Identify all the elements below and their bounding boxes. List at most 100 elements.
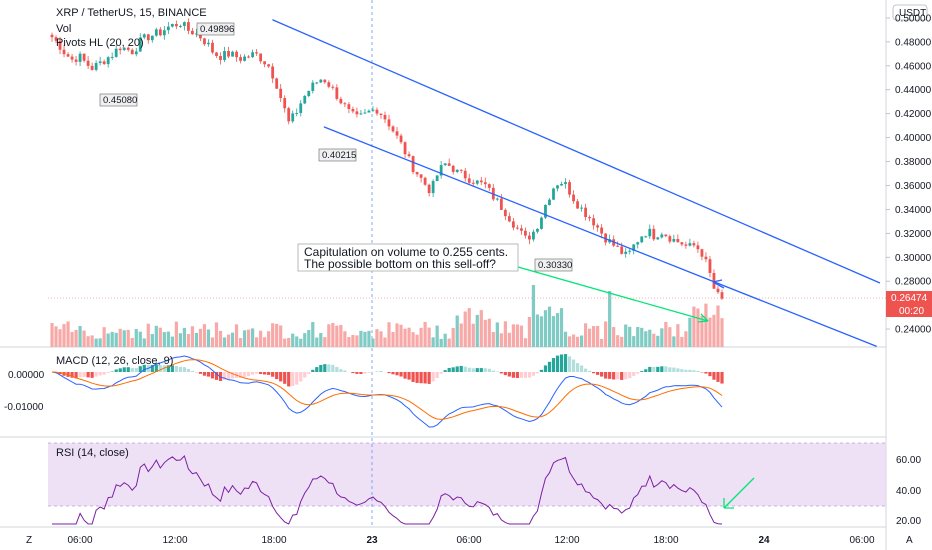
volume-bar [271, 323, 275, 347]
time-tick-label: 06:00 [849, 535, 874, 546]
corner-right-label[interactable]: A [906, 535, 913, 546]
candle-body [712, 272, 716, 289]
candle-body [660, 234, 664, 238]
macd-histogram-bar [70, 372, 74, 378]
macd-histogram-bar [222, 372, 227, 380]
volume-bar [395, 323, 399, 347]
price-tick-label: 0.40000 [895, 133, 932, 144]
volume-bar [182, 327, 187, 347]
macd-histogram-bar [640, 371, 644, 372]
volume-bar [571, 334, 576, 347]
macd-histogram-bar [559, 354, 564, 372]
pivot-label-low-3: 0.30330 [534, 258, 572, 272]
macd-histogram [54, 354, 724, 387]
candle-body [114, 48, 118, 57]
volume-bar [567, 336, 572, 347]
channel-upper-line[interactable] [272, 19, 881, 284]
volume-bar [660, 328, 664, 347]
candle-body [431, 181, 435, 194]
candle-body [295, 113, 299, 115]
volume-bar [487, 318, 491, 347]
annotation-box[interactable] [297, 243, 519, 272]
candle-body [411, 156, 415, 173]
candle-body [483, 182, 487, 185]
candle-body [576, 201, 579, 209]
candle-body [142, 34, 146, 38]
time-axis[interactable]: 06:00 12:00 18:00 23 06:00 12:00 18:00 24 06:00 [67, 535, 874, 546]
macd-histogram-bar [543, 365, 548, 372]
macd-histogram-bar [242, 372, 247, 378]
macd-histogram-bar [616, 372, 620, 380]
candle-body [211, 42, 214, 53]
channel-lower-line[interactable] [323, 126, 877, 348]
macd-histogram-bar [439, 372, 443, 374]
candle-body [134, 51, 138, 55]
macd-histogram-bar [335, 367, 339, 372]
macd-label[interactable]: MACD (12, 26, close, 9) [56, 355, 173, 367]
candle-body [231, 51, 234, 57]
macd-histogram-bar [567, 356, 572, 372]
volume-bar [383, 337, 387, 347]
candle-body [720, 292, 724, 299]
candle-body [560, 184, 563, 186]
candle-body [170, 23, 174, 27]
macd-histogram-bar [263, 372, 267, 375]
candle-body [652, 228, 656, 240]
macd-histogram-bar [343, 370, 347, 372]
candle-body [275, 78, 279, 89]
macd-histogram-bar [74, 372, 78, 379]
macd-histogram-bar [419, 372, 423, 384]
volume-bar [335, 325, 339, 347]
macd-histogram-bar [644, 369, 648, 372]
candle-body [632, 244, 636, 251]
macd-histogram-bar [327, 364, 331, 372]
candle-body [507, 216, 511, 222]
volume-bar [230, 332, 235, 347]
currency-badge[interactable] [892, 4, 928, 21]
macd-histogram-bar [391, 372, 395, 375]
macd-histogram-bar [555, 355, 560, 372]
candle-body [154, 29, 158, 36]
candle-body [664, 234, 668, 237]
price-axis[interactable]: 0.50000 0.48000 0.46000 0.44000 0.42000 0.400… [886, 13, 932, 336]
volume-bar [443, 333, 447, 347]
symbol-title[interactable]: XRP / TetherUS, 15, BINANCE [56, 7, 207, 19]
volume-bar [130, 337, 134, 347]
pivots-label[interactable]: Pivots HL (20, 20) [56, 37, 144, 49]
candle-body [203, 38, 206, 45]
macd-histogram-bar [98, 372, 102, 376]
candle-body [219, 56, 222, 61]
macd-histogram-bar [612, 372, 616, 380]
volume-bar [672, 336, 676, 347]
rsi-line [52, 454, 723, 525]
volume-bar [471, 323, 475, 347]
macd-histogram-bar [479, 368, 483, 372]
candle-body [110, 56, 114, 58]
candle-body [90, 65, 94, 70]
rsi-axis-label-20: 20.00 [896, 516, 921, 527]
svg-text:0.30330: 0.30330 [538, 260, 572, 271]
candle-body [564, 182, 567, 185]
candle-body [94, 63, 98, 70]
candle-body [122, 47, 126, 51]
candle-body [191, 30, 194, 35]
corner-left-label[interactable]: Z [26, 535, 32, 546]
candle-body [684, 244, 688, 246]
volume-bar [323, 337, 327, 347]
volume-bar [343, 331, 347, 347]
macd-histogram-bar [636, 372, 640, 374]
volume-bar [563, 331, 568, 347]
price-tick-label: 0.38000 [895, 157, 932, 168]
candle-body [82, 53, 86, 61]
volume-bar [475, 314, 479, 347]
volume-bar [403, 328, 407, 347]
macd-histogram-bar [539, 369, 544, 372]
vol-label[interactable]: Vol [56, 23, 71, 35]
volume-bar [246, 329, 251, 347]
volume-bar [242, 330, 247, 347]
volume-bar [98, 338, 102, 347]
volume-bar [592, 326, 596, 347]
volume-bar [652, 333, 656, 347]
rsi-label[interactable]: RSI (14, close) [56, 447, 129, 459]
